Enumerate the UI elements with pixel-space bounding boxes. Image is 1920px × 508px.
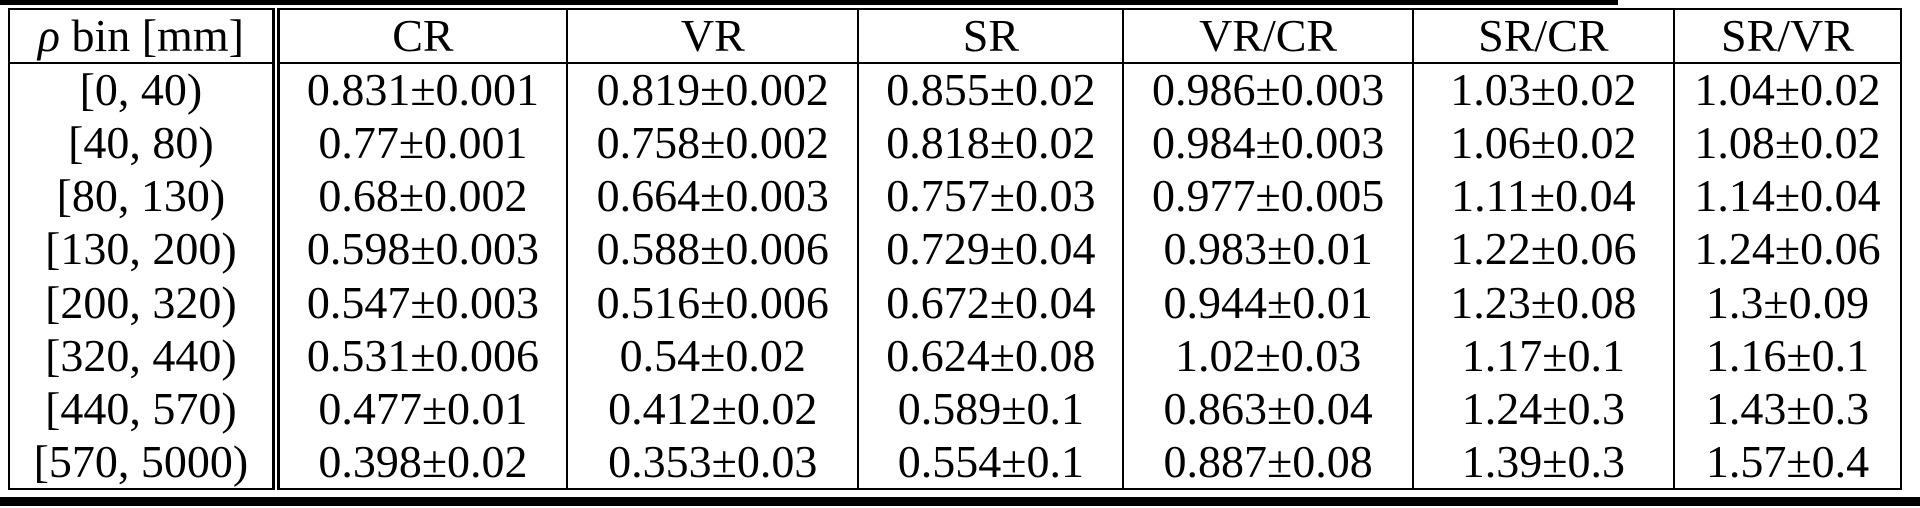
table-row: [40, 80) 0.77±0.001 0.758±0.002 0.818±0.02 0… — [8, 116, 1903, 170]
value-cell-sr-cr: 1.03±0.02 — [1411, 63, 1675, 117]
value-cell-vr-cr: 0.983±0.01 — [1122, 222, 1414, 276]
value-cell-vr-cr: 0.887±0.08 — [1122, 435, 1414, 489]
table-row: [320, 440) 0.531±0.006 0.54±0.02 0.624±0.08… — [8, 329, 1903, 383]
table-header: ρ bin [mm] CR VR SR VR/CR SR/CR SR/VR — [8, 9, 1903, 63]
results-table-container: ρ bin [mm] CR VR SR VR/CR SR/CR SR/VR [0, 40)… — [8, 8, 1903, 490]
value-cell-sr-vr: 1.43±0.3 — [1672, 382, 1903, 436]
value-cell-sr: 0.554±0.1 — [857, 435, 1125, 489]
column-header-sr: SR — [857, 9, 1125, 63]
header-row: ρ bin [mm] CR VR SR VR/CR SR/CR SR/VR — [8, 9, 1903, 63]
rho-bin-cell: [130, 200) — [8, 222, 280, 276]
value-cell-cr: 0.547±0.003 — [274, 276, 569, 330]
value-cell-vr: 0.664±0.003 — [566, 169, 860, 223]
value-cell-sr-cr: 1.06±0.02 — [1411, 116, 1675, 170]
column-header-cr: CR — [274, 9, 569, 63]
rho-bin-cell: [0, 40) — [8, 63, 280, 117]
value-cell-cr: 0.531±0.006 — [274, 329, 569, 383]
value-cell-cr: 0.398±0.02 — [274, 435, 569, 489]
rho-header-units: bin [mm] — [59, 10, 244, 61]
table-row: [570, 5000) 0.398±0.02 0.353±0.03 0.554±0.1… — [8, 435, 1903, 489]
efficiency-results-table: ρ bin [mm] CR VR SR VR/CR SR/CR SR/VR [0, 40)… — [8, 8, 1903, 490]
table-row: [80, 130) 0.68±0.002 0.664±0.003 0.757±0.03… — [8, 169, 1903, 223]
value-cell-sr-cr: 1.23±0.08 — [1411, 276, 1675, 330]
value-cell-sr-vr: 1.16±0.1 — [1672, 329, 1903, 383]
rho-symbol: ρ — [37, 10, 60, 61]
bottom-horizontal-rule — [0, 497, 1920, 506]
value-cell-sr: 0.589±0.1 — [857, 382, 1125, 436]
value-cell-vr-cr: 0.984±0.003 — [1122, 116, 1414, 170]
rho-bin-cell: [80, 130) — [8, 169, 280, 223]
value-cell-sr-vr: 1.14±0.04 — [1672, 169, 1903, 223]
value-cell-vr-cr: 1.02±0.03 — [1122, 329, 1414, 383]
column-header-sr-cr: SR/CR — [1411, 9, 1675, 63]
value-cell-cr: 0.68±0.002 — [274, 169, 569, 223]
table-row: [0, 40) 0.831±0.001 0.819±0.002 0.855±0.02 0… — [8, 63, 1903, 117]
value-cell-vr: 0.588±0.006 — [566, 222, 860, 276]
value-cell-sr: 0.757±0.03 — [857, 169, 1125, 223]
value-cell-sr-vr: 1.08±0.02 — [1672, 116, 1903, 170]
table-row: [440, 570) 0.477±0.01 0.412±0.02 0.589±0.1 0… — [8, 382, 1903, 436]
value-cell-vr: 0.758±0.002 — [566, 116, 860, 170]
value-cell-sr: 0.672±0.04 — [857, 276, 1125, 330]
top-horizontal-rule — [0, 0, 1618, 5]
rho-bin-cell: [40, 80) — [8, 116, 280, 170]
column-header-vr-cr: VR/CR — [1122, 9, 1414, 63]
value-cell-vr: 0.412±0.02 — [566, 382, 860, 436]
table-row: [200, 320) 0.547±0.003 0.516±0.006 0.672±0.… — [8, 276, 1903, 330]
rho-bin-cell: [320, 440) — [8, 329, 280, 383]
value-cell-cr: 0.477±0.01 — [274, 382, 569, 436]
value-cell-cr: 0.831±0.001 — [274, 63, 569, 117]
value-cell-sr: 0.818±0.02 — [857, 116, 1125, 170]
value-cell-sr-cr: 1.22±0.06 — [1411, 222, 1675, 276]
value-cell-sr-cr: 1.24±0.3 — [1411, 382, 1675, 436]
column-header-vr: VR — [566, 9, 860, 63]
value-cell-sr: 0.624±0.08 — [857, 329, 1125, 383]
value-cell-cr: 0.598±0.003 — [274, 222, 569, 276]
value-cell-vr-cr: 0.986±0.003 — [1122, 63, 1414, 117]
rho-bin-cell: [200, 320) — [8, 276, 280, 330]
column-header-rho-bin: ρ bin [mm] — [8, 9, 280, 63]
value-cell-vr: 0.516±0.006 — [566, 276, 860, 330]
rho-bin-cell: [570, 5000) — [8, 435, 280, 489]
value-cell-sr-vr: 1.57±0.4 — [1672, 435, 1903, 489]
column-header-sr-vr: SR/VR — [1672, 9, 1903, 63]
value-cell-cr: 0.77±0.001 — [274, 116, 569, 170]
value-cell-vr: 0.819±0.002 — [566, 63, 860, 117]
value-cell-sr-cr: 1.39±0.3 — [1411, 435, 1675, 489]
value-cell-sr: 0.729±0.04 — [857, 222, 1125, 276]
value-cell-sr-vr: 1.24±0.06 — [1672, 222, 1903, 276]
table-row: [130, 200) 0.598±0.003 0.588±0.006 0.729±0.… — [8, 222, 1903, 276]
value-cell-sr-vr: 1.3±0.09 — [1672, 276, 1903, 330]
value-cell-sr-vr: 1.04±0.02 — [1672, 63, 1903, 117]
value-cell-vr-cr: 0.977±0.005 — [1122, 169, 1414, 223]
value-cell-vr-cr: 0.863±0.04 — [1122, 382, 1414, 436]
value-cell-vr: 0.54±0.02 — [566, 329, 860, 383]
rho-bin-cell: [440, 570) — [8, 382, 280, 436]
table-body: [0, 40) 0.831±0.001 0.819±0.002 0.855±0.02 0… — [8, 63, 1903, 489]
value-cell-vr: 0.353±0.03 — [566, 435, 860, 489]
value-cell-vr-cr: 0.944±0.01 — [1122, 276, 1414, 330]
value-cell-sr-cr: 1.17±0.1 — [1411, 329, 1675, 383]
value-cell-sr-cr: 1.11±0.04 — [1411, 169, 1675, 223]
value-cell-sr: 0.855±0.02 — [857, 63, 1125, 117]
